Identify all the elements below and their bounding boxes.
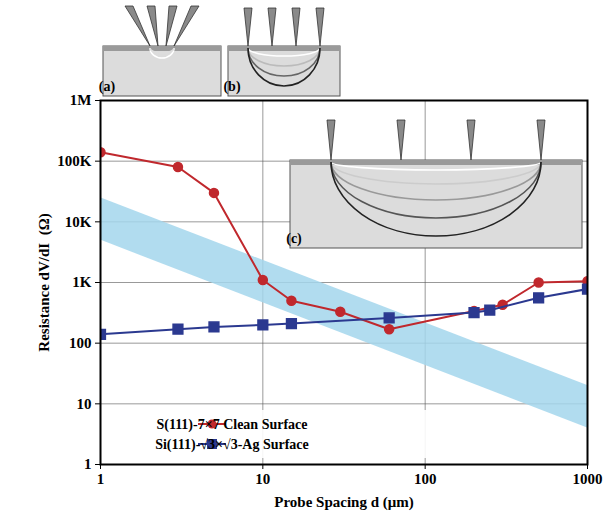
svg-text:10: 10 [255,471,270,487]
svg-text:S(111)-7×7 Clean Surface: S(111)-7×7 Clean Surface [156,417,307,433]
svg-text:Probe Spacing d (μm): Probe Spacing d (μm) [274,494,413,511]
svg-text:Resistance dV/dI (Ω): Resistance dV/dI (Ω) [36,213,53,351]
svg-text:100: 100 [69,335,92,351]
svg-text:(a): (a) [99,79,116,95]
svg-text:Si(111)-√3×√3-Ag Surface: Si(111)-√3×√3-Ag Surface [155,437,309,453]
svg-text:(c): (c) [286,231,302,247]
svg-text:1: 1 [97,471,105,487]
svg-text:1000: 1000 [573,471,603,487]
svg-text:100K: 100K [57,153,92,169]
svg-text:1: 1 [84,456,92,472]
svg-text:10: 10 [77,396,92,412]
svg-text:(b): (b) [223,79,240,95]
svg-text:100: 100 [414,471,437,487]
svg-text:1K: 1K [72,274,92,290]
svg-text:10K: 10K [65,214,92,230]
svg-text:1M: 1M [70,92,92,108]
